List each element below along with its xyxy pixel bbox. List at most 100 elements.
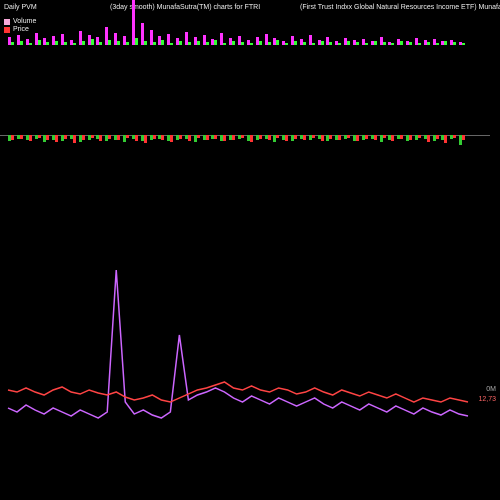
label-price-value: 12,73 (478, 396, 496, 403)
bar-red (250, 135, 253, 142)
bar-red (73, 135, 76, 143)
bar-green (285, 43, 288, 45)
swatch-volume (4, 19, 10, 25)
bar-red (29, 135, 32, 141)
bar-green (462, 43, 465, 45)
bar-green (135, 38, 138, 45)
bar-red (409, 135, 412, 140)
bar-green (259, 41, 262, 45)
bar-red (55, 135, 58, 142)
bar-green (46, 42, 49, 45)
label-0m: 0M (486, 386, 496, 393)
price-line (8, 382, 468, 402)
bar-red (20, 135, 23, 139)
bar-green (232, 41, 235, 45)
bar-green (108, 40, 111, 45)
lower-line-chart (0, 220, 490, 480)
bar-red (117, 135, 120, 140)
bar-red (126, 135, 129, 138)
bar-red (259, 135, 262, 139)
bar-green (409, 42, 412, 45)
bar-green (214, 40, 217, 45)
bar-red (347, 135, 350, 138)
bar-green (161, 40, 164, 45)
bar-red (365, 135, 368, 139)
bar-red (356, 135, 359, 141)
bar-red (135, 135, 138, 141)
bar-green (179, 41, 182, 45)
bar-green (188, 42, 191, 45)
bar-red (91, 135, 94, 138)
bar-green (20, 41, 23, 45)
bar-green (29, 43, 32, 45)
bar-red (321, 135, 324, 141)
bar-red (46, 135, 49, 140)
bar-green (374, 41, 377, 45)
bar-red (285, 135, 288, 141)
bar-red (11, 135, 14, 140)
bar-red (82, 135, 85, 140)
bar-red (294, 135, 297, 139)
bar-green (427, 42, 430, 45)
bar-red (108, 135, 111, 139)
bar-red (418, 135, 421, 138)
bar-green (383, 42, 386, 45)
bar-green (312, 43, 315, 45)
bar-green (82, 41, 85, 45)
bar-green (223, 43, 226, 45)
bar-green (64, 42, 67, 45)
bar-red (374, 135, 377, 140)
bar-red (232, 135, 235, 140)
legend-volume: Volume (4, 18, 36, 25)
bar-green (436, 43, 439, 45)
header-right: (First Trust Indxx Global Natural Resour… (300, 4, 500, 11)
legend: Volume Price (4, 18, 36, 34)
bar-red (161, 135, 164, 140)
bar-red (276, 135, 279, 138)
bar-red (453, 135, 456, 138)
bar-green (338, 43, 341, 45)
bar-green (329, 42, 332, 45)
bar-red (400, 135, 403, 139)
bar-red (214, 135, 217, 139)
bar-green (126, 42, 129, 45)
bar-red (99, 135, 102, 141)
bar-red (153, 135, 156, 139)
bar-green (153, 42, 156, 45)
bar-green (197, 41, 200, 45)
bar-green (170, 43, 173, 45)
bar-green (276, 40, 279, 45)
bar-red (338, 135, 341, 140)
bar-green (38, 40, 41, 45)
bar-red (64, 135, 67, 139)
bar-red (312, 135, 315, 138)
bar-green (347, 41, 350, 45)
line-chart-svg (0, 220, 490, 480)
bar-red (144, 135, 147, 143)
bar-red (188, 135, 191, 141)
legend-volume-label: Volume (13, 18, 36, 25)
bar-green (91, 39, 94, 45)
bar-green (250, 43, 253, 45)
bar-red (436, 135, 439, 139)
bar-green (241, 42, 244, 45)
bar-red (427, 135, 430, 142)
bar-green (294, 41, 297, 45)
bar-red (391, 135, 394, 141)
bar-red (268, 135, 271, 140)
bar-green (144, 41, 147, 45)
bar-red (383, 135, 386, 138)
bar-green (206, 42, 209, 45)
bar-red (206, 135, 209, 140)
bar-green (73, 43, 76, 45)
legend-price: Price (4, 26, 36, 33)
bar-green (11, 42, 14, 45)
bar-green (356, 42, 359, 45)
bar-green (444, 41, 447, 45)
bar-red (197, 135, 200, 138)
bar-red (241, 135, 244, 138)
bar-green (55, 41, 58, 45)
upper-bars-container (8, 90, 468, 180)
bar-green (365, 43, 368, 45)
bar-red (303, 135, 306, 140)
